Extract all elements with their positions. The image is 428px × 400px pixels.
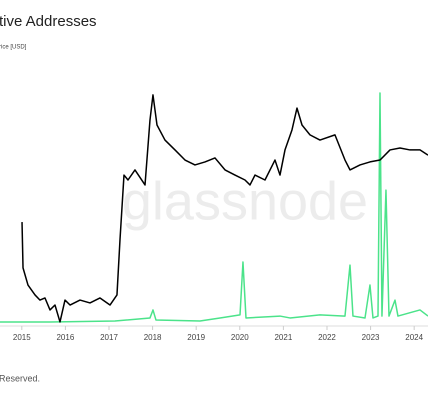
x-tick-label: 2018 [144, 333, 162, 342]
x-tick-label: 2019 [187, 333, 205, 342]
x-tick-label: 2024 [405, 333, 423, 342]
series-line [0, 92, 428, 323]
x-tick-label: 2021 [274, 333, 292, 342]
x-tick-label: 2015 [13, 333, 31, 342]
series-line [21, 94, 428, 323]
watermark: glassnode [122, 171, 368, 231]
legend-label: rice [USD] [0, 45, 27, 51]
x-tick-label: 2020 [231, 333, 249, 342]
x-tick-label: 2022 [318, 333, 336, 342]
x-tick-label: 2016 [56, 333, 74, 342]
x-tick-label: 2023 [362, 333, 380, 342]
chart-title: tive Addresses [0, 13, 97, 30]
x-tick-label: 2017 [100, 333, 118, 342]
footer: Reserved. [0, 373, 40, 383]
